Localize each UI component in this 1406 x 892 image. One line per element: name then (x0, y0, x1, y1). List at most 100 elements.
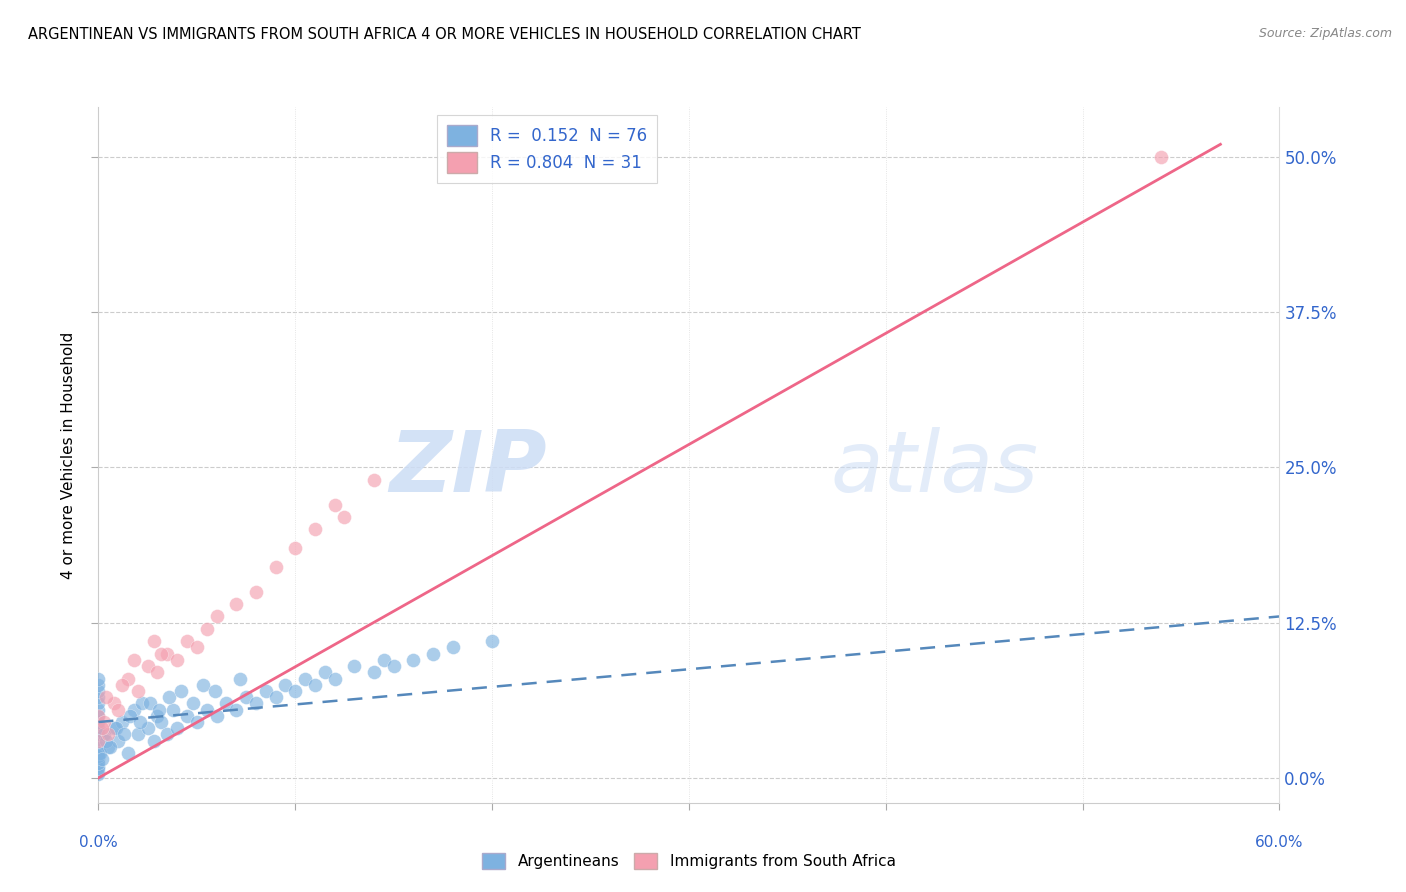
Point (122, 703, 145, 717)
Point (136, 721, 159, 735)
Point (170, 684, 193, 698)
Point (87, 758, 110, 772)
Point (87, 708, 110, 723)
Point (87, 761, 110, 775)
Point (103, 697, 125, 711)
Point (176, 708, 198, 723)
Point (93, 727, 115, 741)
Point (87, 672, 110, 686)
Point (156, 647, 179, 661)
Text: 60.0%: 60.0% (1256, 836, 1303, 850)
Point (162, 703, 184, 717)
Point (195, 622, 218, 636)
Text: ZIP: ZIP (389, 427, 547, 510)
Point (87, 739, 110, 754)
Point (118, 708, 141, 723)
Point (245, 697, 267, 711)
Point (111, 714, 134, 729)
Point (402, 653, 425, 667)
Legend: R =  0.152  N = 76, R = 0.804  N = 31: R = 0.152 N = 76, R = 0.804 N = 31 (437, 115, 658, 183)
Point (87, 767, 110, 781)
Point (225, 703, 247, 717)
Point (87, 708, 110, 723)
Point (122, 653, 145, 667)
Point (225, 597, 247, 611)
Point (87, 733, 110, 747)
Point (142, 733, 165, 747)
Point (87, 703, 110, 717)
Point (1150, 150, 1173, 164)
Point (157, 690, 180, 705)
Point (91, 721, 114, 735)
Legend: Argentineans, Immigrants from South Africa: Argentineans, Immigrants from South Afri… (477, 847, 901, 875)
Point (97, 727, 120, 741)
Point (87, 684, 110, 698)
Point (105, 721, 128, 735)
Point (333, 510, 356, 524)
Point (166, 653, 188, 667)
Point (87, 697, 110, 711)
Point (191, 678, 214, 692)
Point (117, 672, 139, 686)
Point (97, 739, 120, 754)
Point (150, 647, 173, 661)
Point (87, 727, 110, 741)
Point (254, 684, 277, 698)
Point (96, 690, 118, 705)
Point (136, 659, 159, 673)
Point (441, 640, 464, 655)
Point (186, 714, 208, 729)
Point (91, 752, 114, 766)
Point (111, 678, 134, 692)
Text: ARGENTINEAN VS IMMIGRANTS FROM SOUTH AFRICA 4 OR MORE VEHICLES IN HOUSEHOLD CORR: ARGENTINEAN VS IMMIGRANTS FROM SOUTH AFR… (28, 27, 860, 42)
Point (304, 678, 326, 692)
Point (274, 678, 297, 692)
Point (103, 721, 125, 735)
Point (93, 714, 115, 729)
Point (363, 665, 385, 680)
Point (146, 665, 169, 680)
Point (87, 733, 110, 747)
Point (148, 703, 170, 717)
Point (205, 609, 228, 624)
Point (176, 634, 198, 648)
Point (481, 634, 503, 648)
Point (107, 703, 129, 717)
Point (314, 665, 336, 680)
Point (166, 721, 188, 735)
Point (87, 752, 110, 766)
Point (89, 746, 111, 760)
Text: Source: ZipAtlas.com: Source: ZipAtlas.com (1258, 27, 1392, 40)
Point (323, 498, 346, 512)
Point (195, 703, 218, 717)
Point (284, 541, 307, 555)
Text: 0.0%: 0.0% (79, 836, 118, 850)
Point (87, 714, 110, 729)
Point (294, 672, 316, 686)
Point (127, 727, 149, 741)
Point (264, 690, 287, 705)
Point (112, 727, 135, 741)
Point (235, 690, 257, 705)
Point (363, 473, 385, 487)
Point (98, 739, 121, 754)
Point (117, 746, 139, 760)
Point (205, 708, 228, 723)
Point (87, 721, 110, 735)
Point (284, 684, 307, 698)
Point (215, 697, 238, 711)
Point (87, 678, 110, 692)
Point (323, 672, 346, 686)
Point (343, 659, 366, 673)
Point (138, 697, 160, 711)
Point (186, 640, 208, 655)
Point (107, 733, 129, 747)
Point (96, 733, 118, 747)
Y-axis label: 4 or more Vehicles in Household: 4 or more Vehicles in Household (60, 331, 76, 579)
Point (128, 714, 150, 729)
Point (156, 727, 179, 741)
Point (87, 748, 110, 763)
Point (422, 647, 444, 661)
Point (304, 523, 326, 537)
Point (131, 697, 153, 711)
